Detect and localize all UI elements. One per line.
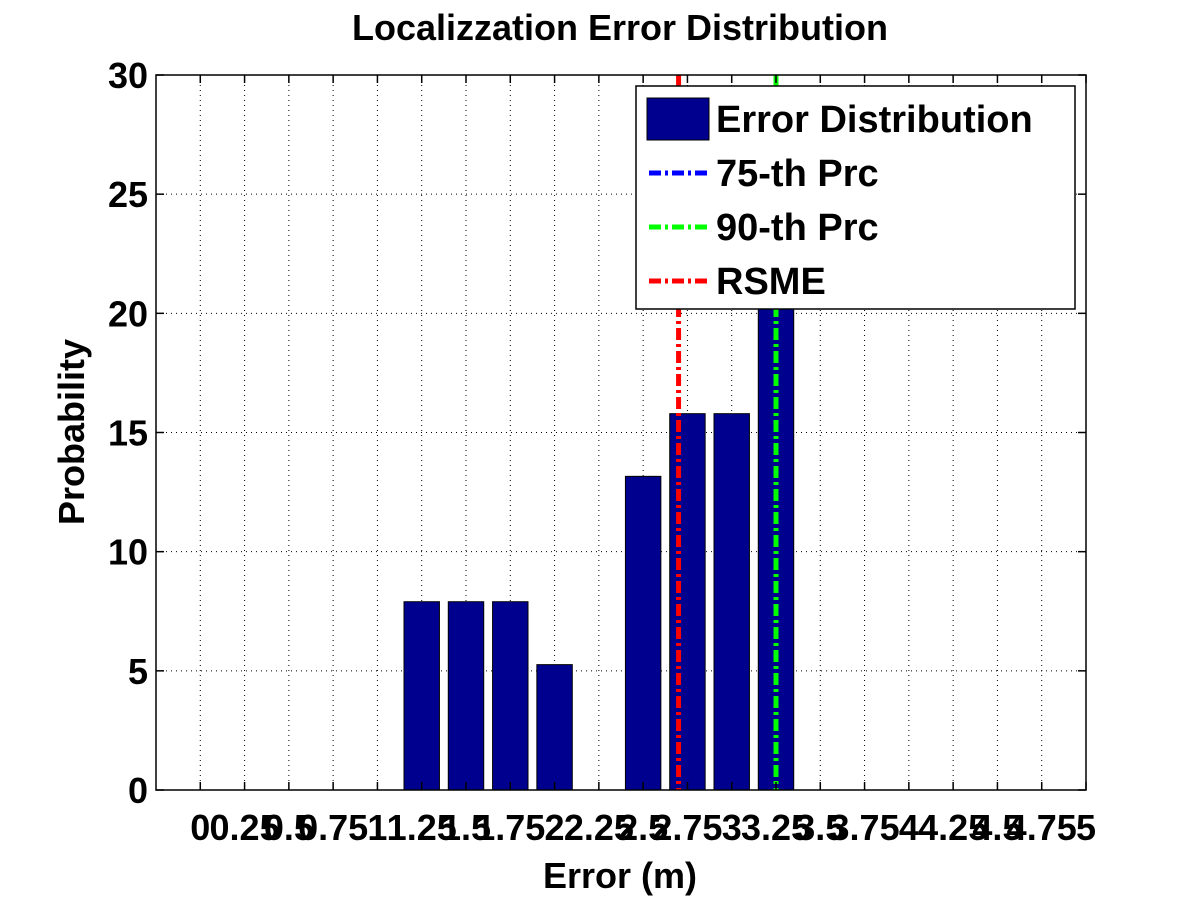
x-tick-label: 2 [545, 807, 565, 848]
legend-label: Error Distribution [716, 99, 1033, 141]
x-tick-label: 3 [722, 807, 742, 848]
bar [447, 601, 485, 791]
bar [492, 601, 529, 791]
bars-layer [403, 287, 795, 791]
legend-label: 90-th Prc [716, 207, 879, 249]
y-axis-label: Probability [51, 339, 92, 525]
x-tick-label: 3.25 [741, 807, 811, 848]
x-tick-label: 2.75 [652, 807, 722, 848]
x-tick-label: 0.25 [210, 807, 280, 848]
x-tick-label: 1.75 [475, 807, 545, 848]
bar [536, 664, 573, 791]
y-tick-label: 30 [108, 55, 148, 96]
x-tick-label: 2.25 [564, 807, 634, 848]
x-tick-label: 5 [1076, 807, 1096, 848]
x-tick-label: 2.5 [618, 807, 668, 848]
bar [669, 413, 706, 791]
legend-swatch-bar [646, 97, 710, 141]
y-tick-label: 0 [128, 770, 148, 811]
y-tick-label: 15 [108, 413, 148, 454]
y-tick-label: 10 [108, 532, 148, 573]
x-tick-label: 1.25 [387, 807, 457, 848]
legend: Error Distribution 75-th Prc 90-th Prc RSME [635, 85, 1076, 310]
y-tick-label: 5 [128, 651, 148, 692]
y-axis-ticks: 0 5 10 15 20 25 30 [108, 55, 1086, 811]
x-tick-label: 1.5 [441, 807, 491, 848]
x-tick-label: 4.75 [1007, 807, 1077, 848]
y-tick-label: 25 [108, 174, 148, 215]
x-tick-label: 0 [190, 807, 210, 848]
chart-title: Localizzation Error Distribution [352, 7, 888, 48]
x-tick-label: 0.75 [298, 807, 368, 848]
x-tick-label: 3.5 [795, 807, 845, 848]
y-tick-label: 20 [108, 293, 148, 334]
x-tick-label: 4.5 [972, 807, 1022, 848]
x-axis-ticks: 0 0.250.50.75 1 1.251.51.75 2 2.252.52.75 3 3.2… [190, 75, 1096, 848]
x-tick-label: 0.5 [264, 807, 314, 848]
legend-label: 75-th Prc [716, 153, 879, 195]
legend-label: RSME [716, 261, 826, 303]
bar [713, 413, 750, 791]
x-tick-label: 1 [367, 807, 387, 848]
x-tick-label: 3.75 [830, 807, 900, 848]
x-axis-label: Error (m) [543, 855, 697, 896]
bar [624, 475, 662, 791]
bar [403, 601, 440, 791]
x-tick-label: 4 [899, 807, 919, 848]
x-tick-label: 4.25 [918, 807, 988, 848]
